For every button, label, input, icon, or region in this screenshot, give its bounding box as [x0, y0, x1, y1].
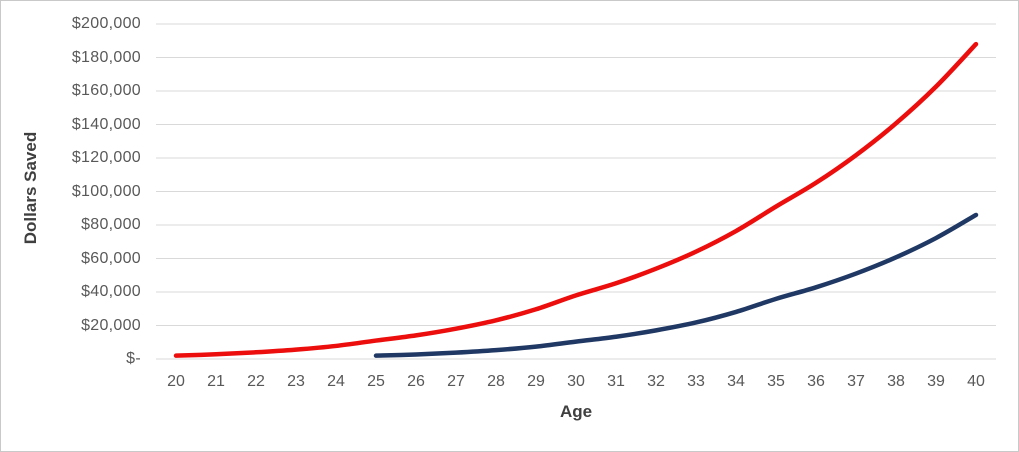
y-tick-label: $140,000 — [71, 115, 141, 133]
y-tick-label: $180,000 — [71, 48, 141, 66]
x-tick-label: 37 — [847, 373, 865, 390]
x-tick-label: 32 — [647, 373, 665, 390]
y-tick-label: $160,000 — [71, 82, 141, 99]
x-tick-label: 20 — [167, 373, 185, 390]
x-tick-label: 23 — [287, 373, 305, 390]
x-tick-label: 30 — [567, 373, 585, 390]
x-tick-label: 28 — [487, 373, 505, 390]
y-tick-label: $60,000 — [81, 249, 141, 267]
y-tick-label: $- — [126, 350, 141, 367]
x-tick-label: 40 — [967, 373, 985, 390]
x-tick-label: 38 — [887, 373, 905, 390]
x-tick-label: 31 — [607, 373, 625, 390]
y-tick-label: $40,000 — [81, 283, 141, 300]
x-axis-title: Age — [559, 402, 593, 421]
y-tick-label: $20,000 — [81, 316, 141, 334]
y-tick-label: $100,000 — [71, 182, 141, 200]
y-tick-label: $80,000 — [81, 216, 141, 233]
x-tick-label: 33 — [687, 373, 705, 390]
navy-line-start-age-25 — [373, 212, 979, 358]
x-tick-label: 24 — [327, 373, 345, 390]
red-line-start-age-20 — [173, 41, 979, 358]
x-tick-label: 27 — [447, 373, 465, 390]
y-tick-label: $200,000 — [71, 15, 141, 32]
x-tick-label: 25 — [367, 373, 385, 390]
x-tick-label: 36 — [807, 373, 825, 390]
x-tick-label: 29 — [527, 373, 545, 390]
x-tick-label: 34 — [727, 373, 745, 390]
x-tick-label: 35 — [767, 373, 785, 390]
y-axis-title: Dollars Saved — [21, 131, 40, 245]
x-tick-label: 22 — [247, 373, 265, 390]
y-tick-label: $120,000 — [71, 149, 141, 166]
x-tick-label: 26 — [407, 373, 425, 390]
x-tick-label: 21 — [207, 373, 225, 390]
x-tick-label: 39 — [927, 373, 945, 390]
